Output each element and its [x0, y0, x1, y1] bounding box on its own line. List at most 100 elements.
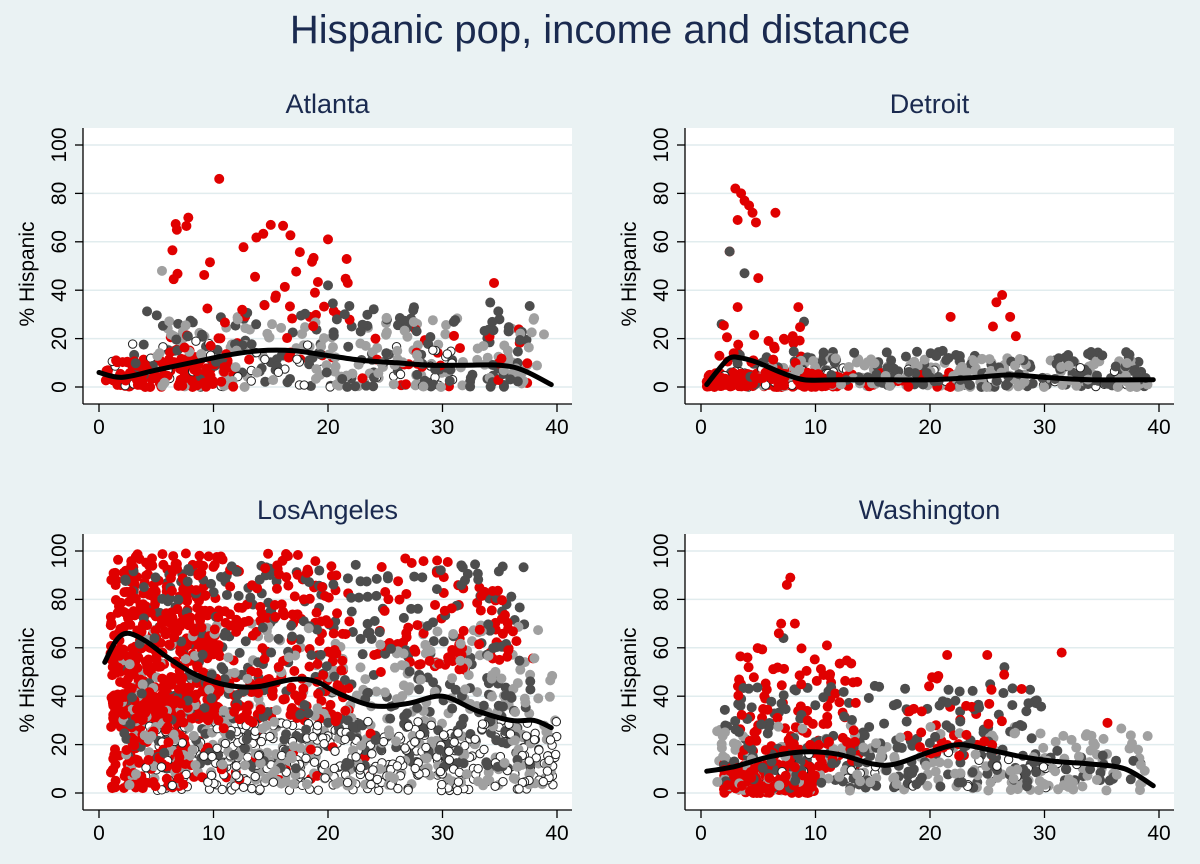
data-point — [479, 325, 490, 336]
data-point — [514, 602, 525, 613]
data-point — [401, 708, 412, 719]
data-point — [981, 381, 992, 392]
data-point — [156, 265, 167, 276]
data-point — [776, 618, 787, 629]
data-point — [970, 749, 981, 760]
data-point — [1016, 683, 1027, 694]
data-point — [361, 576, 372, 587]
data-point — [991, 297, 1002, 308]
data-point — [796, 643, 807, 654]
data-point — [526, 327, 537, 338]
x-tick-label: 10 — [202, 822, 225, 845]
data-point — [161, 724, 172, 735]
data-point — [1086, 346, 1097, 357]
data-point — [503, 645, 514, 656]
data-point — [282, 333, 293, 344]
smoother-line — [96, 347, 554, 388]
data-point — [730, 183, 741, 194]
data-point — [262, 747, 273, 758]
data-point — [951, 350, 962, 361]
data-point — [453, 777, 464, 787]
data-point — [406, 603, 417, 614]
y-tick-label: 40 — [48, 279, 71, 302]
data-point — [195, 605, 206, 616]
y-tick-label: 40 — [650, 685, 673, 708]
data-point — [531, 360, 542, 371]
data-point — [719, 727, 730, 738]
data-point — [1005, 765, 1016, 776]
data-point — [728, 367, 739, 378]
data-point — [864, 721, 875, 732]
data-point — [214, 173, 225, 184]
data-point — [442, 349, 453, 359]
data-point — [373, 368, 384, 379]
data-point — [884, 380, 895, 391]
data-point — [809, 770, 820, 781]
data-point — [199, 269, 210, 280]
data-point — [444, 375, 455, 386]
data-point — [181, 615, 192, 626]
data-point — [242, 673, 253, 684]
data-point — [206, 693, 217, 704]
data-point — [164, 639, 175, 650]
data-point — [446, 603, 457, 614]
data-point — [1101, 785, 1112, 796]
panel-title: LosAngeles — [257, 495, 398, 525]
data-point — [142, 569, 153, 580]
data-point — [728, 738, 739, 749]
data-point — [983, 718, 994, 729]
data-point — [172, 626, 183, 637]
data-point — [207, 751, 217, 762]
data-point — [744, 735, 755, 746]
data-point — [362, 309, 373, 320]
data-point — [488, 325, 499, 336]
data-point — [270, 765, 281, 776]
data-point — [522, 358, 533, 369]
x-tick-label: 10 — [804, 416, 827, 439]
data-point — [287, 313, 298, 324]
data-point — [545, 675, 556, 686]
data-point — [211, 552, 222, 563]
data-point — [167, 780, 178, 791]
y-tick-label: 40 — [650, 279, 673, 302]
data-point — [1012, 784, 1023, 795]
data-point — [340, 734, 350, 745]
data-point — [991, 375, 1002, 386]
data-point — [410, 737, 420, 747]
data-point — [113, 662, 124, 673]
data-point — [303, 623, 314, 634]
data-point — [283, 580, 294, 591]
data-point — [239, 743, 250, 754]
data-point — [1007, 700, 1018, 711]
y-tick-label: 100 — [48, 127, 71, 162]
data-point — [357, 649, 368, 660]
data-point — [447, 703, 458, 714]
data-point — [524, 301, 535, 312]
data-point — [312, 624, 323, 635]
data-point — [502, 617, 513, 628]
data-point — [219, 362, 230, 373]
data-point — [492, 585, 503, 596]
data-point — [818, 669, 829, 680]
data-point — [716, 372, 727, 383]
data-point — [337, 655, 348, 666]
data-point — [158, 559, 169, 570]
data-point — [983, 785, 994, 796]
data-point — [206, 578, 217, 589]
data-point — [848, 725, 859, 736]
data-point — [780, 771, 791, 782]
data-point — [294, 247, 305, 258]
data-point — [778, 690, 789, 701]
data-point — [1050, 736, 1061, 747]
data-point — [538, 329, 549, 340]
data-point — [921, 367, 932, 378]
y-tick-label: 20 — [650, 733, 673, 756]
data-point — [134, 757, 145, 768]
data-point — [228, 381, 239, 392]
data-point — [237, 304, 248, 315]
data-point — [268, 375, 279, 386]
data-point — [773, 376, 784, 387]
data-point — [336, 665, 347, 676]
data-point — [942, 697, 953, 708]
data-point — [158, 705, 169, 716]
